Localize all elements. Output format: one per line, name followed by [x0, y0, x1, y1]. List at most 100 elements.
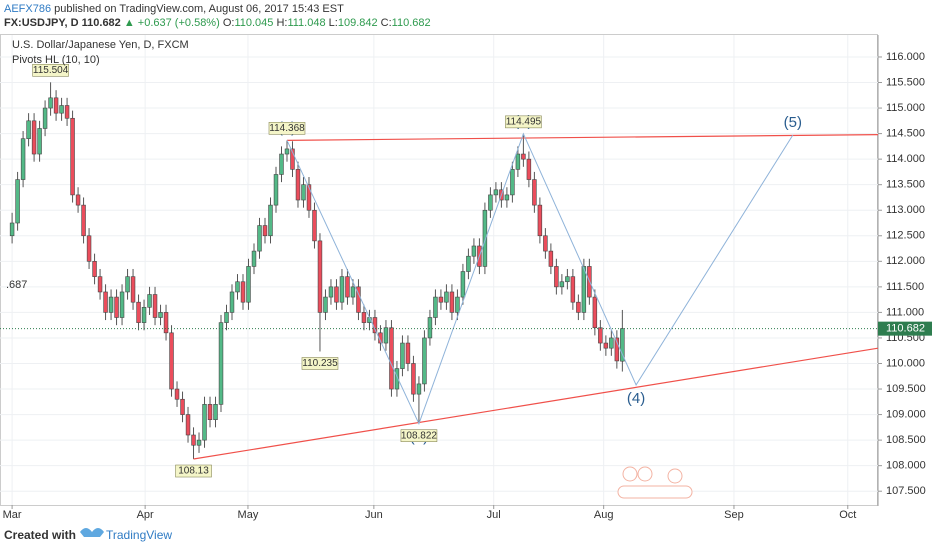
wave-label: (4)	[627, 390, 645, 407]
candle-body	[174, 388, 180, 400]
candle-body	[108, 296, 114, 313]
candle-body	[356, 286, 361, 313]
pivot-box	[268, 122, 306, 135]
y-tick-label: 108.000	[886, 460, 926, 472]
y-tick-label: 115.500	[886, 76, 925, 88]
candle-body	[218, 322, 224, 405]
logo	[80, 528, 104, 537]
candle-body	[37, 128, 42, 155]
candle-body	[141, 306, 147, 323]
candle-body	[416, 383, 422, 395]
marks	[9, 82, 625, 460]
candle-body	[548, 250, 554, 267]
candle-body	[334, 286, 339, 303]
candle-body	[455, 296, 460, 313]
y-tick-label: 111.500	[886, 281, 924, 293]
candle-body	[81, 204, 86, 237]
candle-body	[543, 235, 548, 252]
candle-body	[224, 312, 229, 323]
candle-body	[48, 97, 53, 109]
candle-body	[411, 363, 416, 395]
candle-body	[581, 266, 587, 313]
y-tick-label: 115.000	[886, 102, 925, 114]
o-label: O:	[223, 17, 235, 29]
y-tick-label: 111.000	[886, 306, 924, 318]
candle-body	[163, 312, 169, 334]
candle-body	[53, 97, 59, 114]
candle-body	[15, 179, 20, 224]
candle-body	[345, 276, 350, 298]
author[interactable]: AEFX786	[4, 3, 51, 15]
h-label: H:	[276, 17, 287, 29]
pivot-label: 108.13	[178, 466, 209, 477]
last-price-label: 110.682	[886, 323, 925, 335]
event-icon[interactable]	[637, 466, 653, 482]
candle-body	[31, 120, 37, 155]
o-value: 110.045	[234, 17, 273, 29]
trendline	[193, 347, 879, 460]
candle-body	[262, 225, 268, 237]
candle-body	[389, 327, 394, 390]
candle-body	[119, 291, 125, 318]
pivot-label: 114.495	[506, 116, 542, 127]
pivot-box	[32, 64, 69, 77]
candle-body	[202, 404, 207, 441]
y-tick-label: 114.000	[886, 153, 925, 165]
candle-body	[114, 296, 119, 318]
l-value: 109.842	[338, 17, 378, 29]
candle-body	[427, 317, 433, 339]
candle-body	[312, 209, 317, 242]
trendline	[286, 134, 879, 141]
candle-body	[609, 337, 614, 349]
x-tick-label: Mar	[3, 509, 22, 521]
candle-body	[532, 179, 537, 206]
pivot-label: 114.368	[269, 123, 305, 134]
candle-body	[147, 294, 152, 308]
candle-body	[295, 169, 301, 201]
candle-body	[592, 296, 598, 329]
candle-body	[64, 105, 70, 119]
candle-body	[284, 148, 290, 155]
x-tick-label: May	[238, 509, 259, 521]
candle-body	[70, 117, 75, 196]
candle-body	[97, 276, 103, 293]
indicator: Pivots HL (10, 10)	[12, 54, 100, 66]
candle-body	[169, 332, 174, 390]
x-tick-label: Sep	[724, 509, 744, 521]
candle-body	[158, 312, 163, 318]
candle-body	[75, 194, 81, 206]
candle-body	[394, 368, 400, 390]
candle-body	[449, 291, 455, 313]
candle-body	[246, 266, 251, 303]
change: ▲ +0.637 (+0.58%)	[124, 17, 220, 29]
candle-body	[229, 291, 235, 313]
event-icon[interactable]	[617, 485, 693, 499]
footer-brand[interactable]: TradingView	[106, 528, 172, 542]
y-tick-label: 113.000	[886, 204, 925, 216]
event-icon[interactable]	[622, 466, 638, 482]
candle-body	[526, 158, 532, 180]
candle-body	[400, 342, 405, 369]
event-icon[interactable]	[667, 468, 683, 484]
y-tick-label: 109.000	[886, 408, 926, 420]
candle-body	[20, 138, 26, 180]
candle-body	[521, 153, 526, 160]
candle-body	[328, 286, 334, 298]
y-tick-label: 112.000	[886, 255, 925, 267]
candle-body	[565, 276, 570, 283]
candle-body	[301, 184, 306, 201]
candle-body	[9, 222, 15, 237]
candle-body	[235, 281, 240, 293]
candle-body	[213, 404, 218, 420]
header-line: AEFX786 published on TradingView.com, Au…	[4, 3, 344, 15]
candle-body	[279, 153, 284, 175]
candle-body	[570, 276, 576, 303]
candle-body	[42, 107, 48, 129]
candle-body	[466, 255, 471, 272]
candle-body	[422, 337, 427, 385]
candle-body	[433, 296, 438, 318]
footer-created: Created with	[4, 528, 76, 542]
x-tick-label: Apr	[137, 509, 154, 521]
candle-body	[268, 204, 273, 237]
